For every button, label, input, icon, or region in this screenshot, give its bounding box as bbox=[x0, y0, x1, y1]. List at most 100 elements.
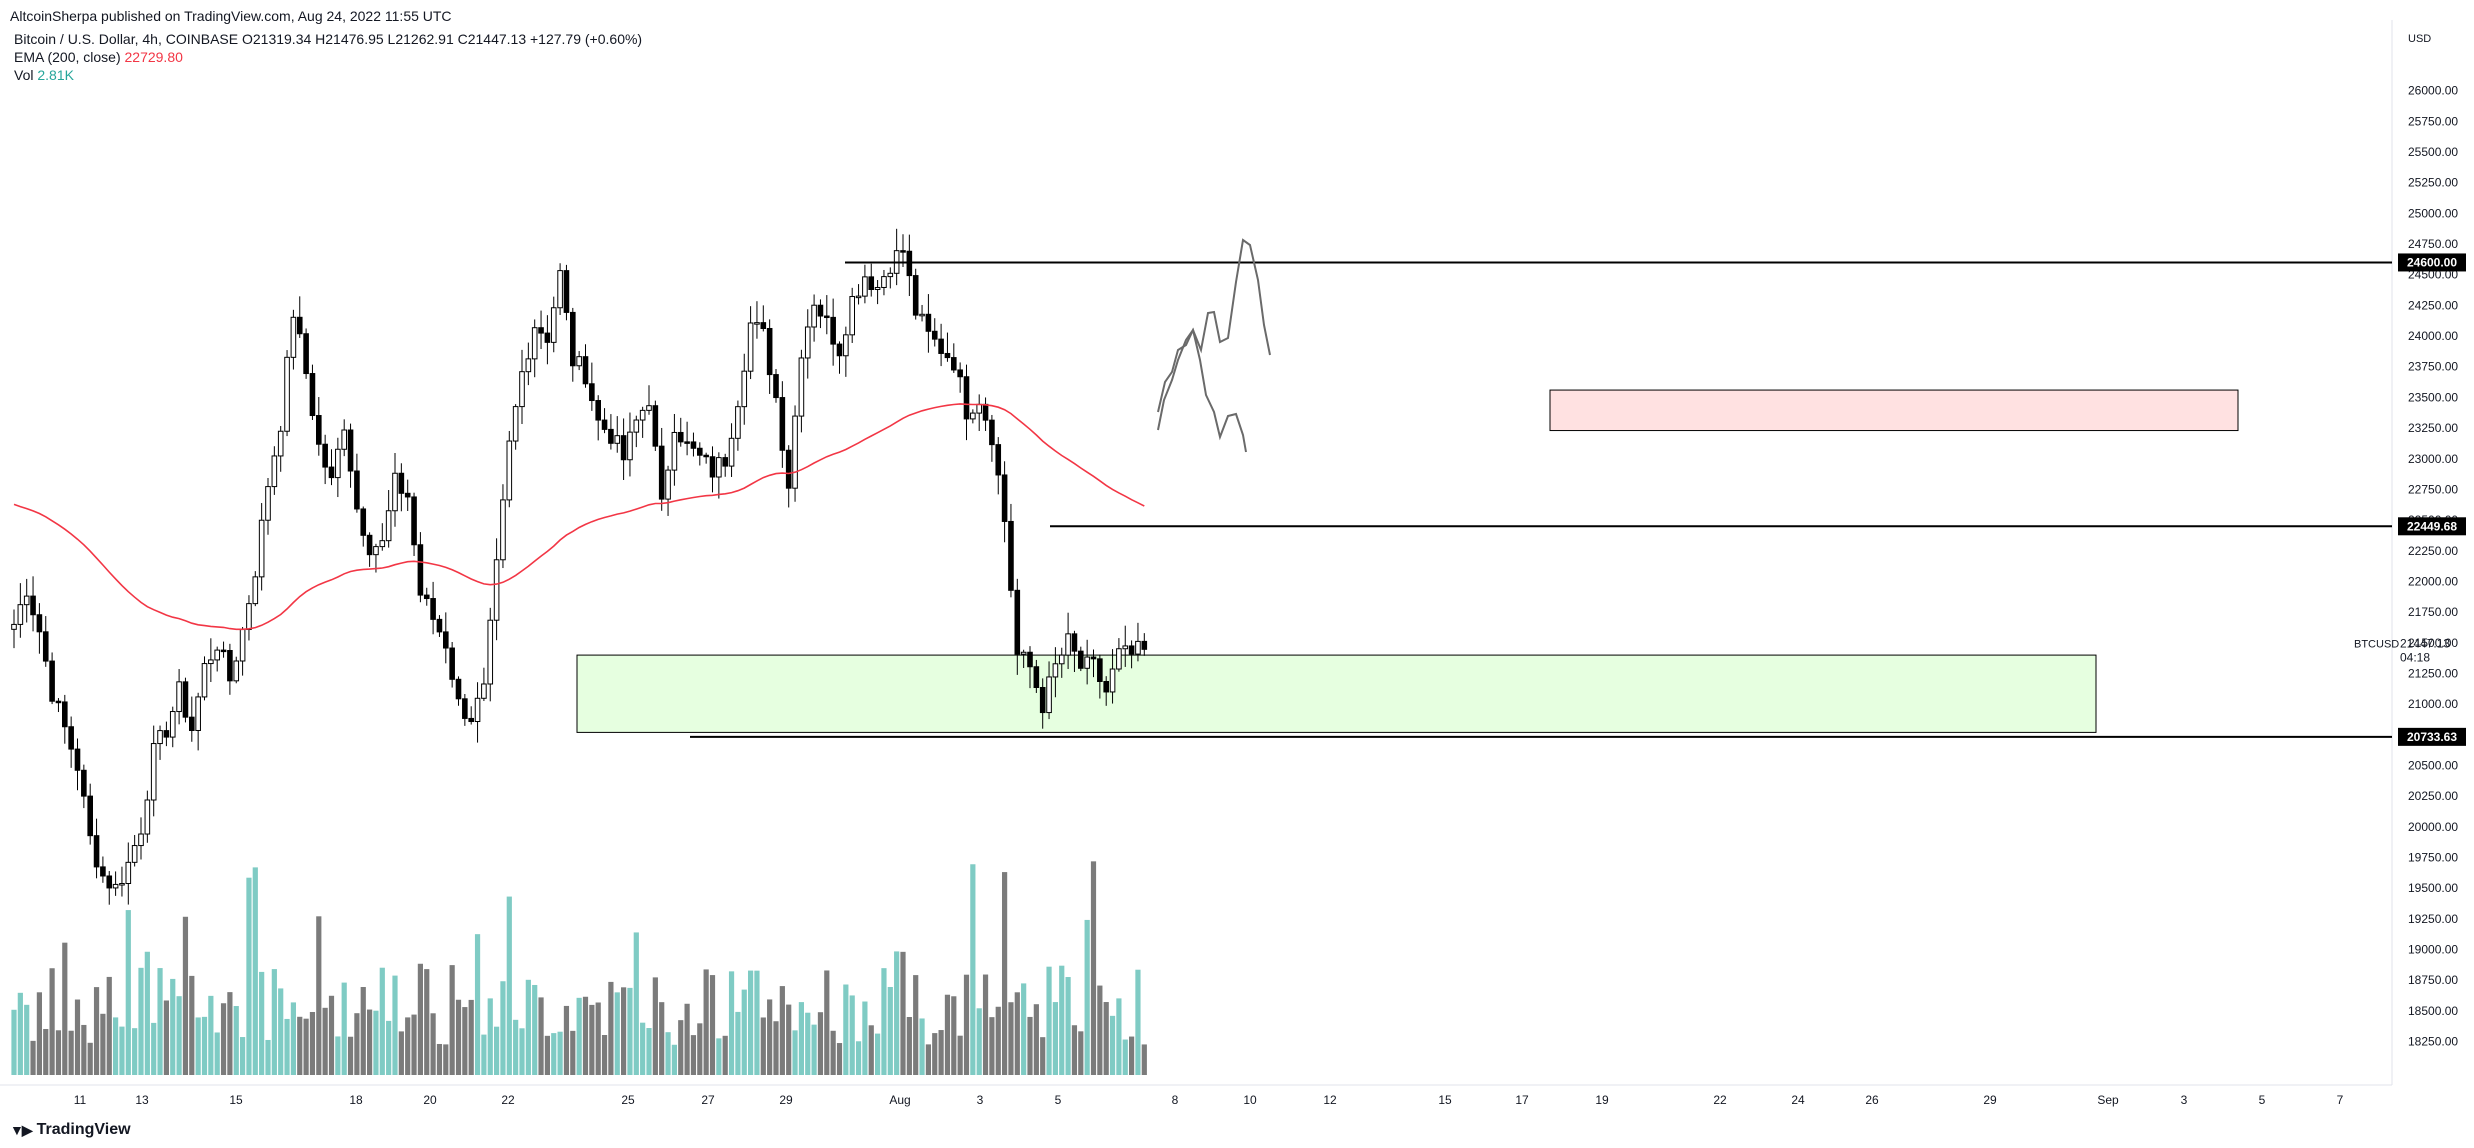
volume-bar-down bbox=[468, 999, 474, 1075]
volume-bar-down bbox=[703, 969, 709, 1075]
candle-bull bbox=[290, 316, 297, 358]
time-tick-label: 22 bbox=[1713, 1093, 1727, 1107]
volume-bar-down bbox=[652, 977, 658, 1075]
volume-bar-down bbox=[932, 1033, 938, 1075]
candle-bear bbox=[951, 357, 957, 371]
volume-bar-up bbox=[805, 1012, 811, 1075]
volume-bar-down bbox=[93, 987, 100, 1075]
price-tick-label: 23750.00 bbox=[2408, 360, 2458, 374]
price-level-tag: 24600.00 bbox=[2407, 255, 2457, 269]
volume-bar-down bbox=[367, 1009, 373, 1075]
volume-bar-up bbox=[373, 1010, 379, 1075]
volume-bar-up bbox=[144, 951, 150, 1075]
label-layer: 24600.00 22449.68 20733.63 BTCUSD 21447.1304… bbox=[2354, 253, 2466, 746]
candle-bull bbox=[17, 604, 24, 625]
footer-logo[interactable]: ▼▶ TradingView bbox=[10, 1121, 131, 1139]
candle-bull bbox=[138, 833, 144, 847]
volume-bar-down bbox=[74, 999, 81, 1075]
candle-bull bbox=[881, 276, 887, 288]
volume-bar-down bbox=[417, 963, 423, 1075]
volume-bar-up bbox=[1109, 1015, 1116, 1075]
candle-bull bbox=[646, 405, 652, 411]
volume-bar-up bbox=[671, 1044, 677, 1075]
candle-bear bbox=[36, 614, 43, 633]
volume-bar-down bbox=[398, 1031, 404, 1075]
candle-bull bbox=[335, 448, 341, 479]
volume-bar-down bbox=[601, 1035, 608, 1075]
volume-bar-up bbox=[633, 932, 639, 1075]
volume-bar-up bbox=[494, 1026, 500, 1075]
candle-bear bbox=[601, 419, 608, 430]
candle-bear bbox=[1078, 650, 1084, 669]
time-tick-label: 10 bbox=[1243, 1093, 1257, 1107]
legend-symbol-row[interactable]: Bitcoin / U.S. Dollar, 4h, COINBASE O213… bbox=[14, 30, 642, 48]
volume-bar-down bbox=[824, 970, 830, 1075]
volume-bar-up bbox=[125, 910, 131, 1075]
candle-bull bbox=[843, 334, 849, 357]
price-tick-label: 21750.00 bbox=[2408, 605, 2458, 619]
volume-bar-down bbox=[30, 1040, 36, 1075]
legend-vol-row[interactable]: Vol 2.81K bbox=[14, 66, 642, 84]
candle-bull bbox=[385, 510, 392, 542]
volume-bar-down bbox=[767, 999, 773, 1075]
candle-bull bbox=[639, 409, 646, 421]
candle-bear bbox=[106, 875, 113, 889]
volume-bar-down bbox=[1033, 1004, 1039, 1075]
volume-bar-up bbox=[500, 981, 506, 1075]
volume-bar-up bbox=[392, 975, 398, 1075]
resistance-zone bbox=[1549, 389, 2239, 432]
candle-bull bbox=[849, 296, 856, 336]
volume-bar-up bbox=[513, 1019, 519, 1075]
price-level-tag-bg bbox=[2398, 727, 2466, 746]
legend-symbol: Bitcoin / U.S. Dollar, 4h, COINBASE bbox=[14, 31, 239, 47]
candle-bull bbox=[747, 322, 754, 372]
candle-bull bbox=[208, 659, 214, 665]
candle-bear bbox=[697, 447, 703, 456]
price-tick-label: 21250.00 bbox=[2408, 666, 2458, 680]
legend-ema-row[interactable]: EMA (200, close) 22729.80 bbox=[14, 48, 642, 66]
volume-bar-down bbox=[436, 1043, 443, 1075]
candle-bear bbox=[658, 445, 665, 500]
volume-bar-down bbox=[55, 1030, 62, 1075]
volume-bar-down bbox=[449, 965, 455, 1075]
time-tick-label: 19 bbox=[1595, 1093, 1609, 1107]
candle-bear bbox=[652, 405, 659, 447]
volume-bar-up bbox=[157, 968, 163, 1075]
volume-bar-down bbox=[982, 974, 989, 1075]
candle-bear bbox=[868, 276, 875, 290]
volume-bar-down bbox=[621, 987, 627, 1075]
candle-bull bbox=[506, 440, 513, 501]
candle-bull bbox=[1058, 654, 1065, 665]
price-tick-label: 26000.00 bbox=[2408, 84, 2458, 98]
time-tick-label: 8 bbox=[1172, 1093, 1179, 1107]
volume-bar-down bbox=[938, 1030, 944, 1075]
candle-bull bbox=[474, 697, 481, 723]
volume-bar-up bbox=[728, 971, 735, 1075]
time-tick-label: 29 bbox=[779, 1093, 793, 1107]
volume-bar-up bbox=[278, 988, 284, 1075]
volume-bar-down bbox=[411, 1014, 417, 1075]
candle-bull bbox=[493, 559, 500, 621]
price-tick-label: 20500.00 bbox=[2408, 759, 2458, 773]
volume-bar-up bbox=[798, 1002, 804, 1075]
candle-bull bbox=[557, 270, 563, 309]
volume-bar-down bbox=[659, 1002, 665, 1075]
volume-bar-down bbox=[360, 987, 366, 1075]
volume-bar-down bbox=[944, 994, 951, 1075]
time-tick-label: 20 bbox=[423, 1093, 437, 1107]
candle-bull bbox=[1020, 651, 1027, 655]
volume-bar-down bbox=[62, 942, 68, 1075]
candle-bear bbox=[766, 327, 773, 376]
volume-bar-down bbox=[328, 995, 335, 1075]
price-tick-label: 25500.00 bbox=[2408, 145, 2458, 159]
time-tick-label: 3 bbox=[2181, 1093, 2188, 1107]
time-tick-label: 22 bbox=[501, 1093, 515, 1107]
candle-bull bbox=[1065, 633, 1071, 656]
candle-bear bbox=[760, 322, 767, 329]
volume-bar-up bbox=[271, 969, 277, 1075]
volume-bar-down bbox=[538, 997, 544, 1075]
candle-bull bbox=[976, 403, 983, 414]
volume-bar-down bbox=[424, 969, 430, 1075]
volume-bar-down bbox=[830, 1030, 836, 1075]
